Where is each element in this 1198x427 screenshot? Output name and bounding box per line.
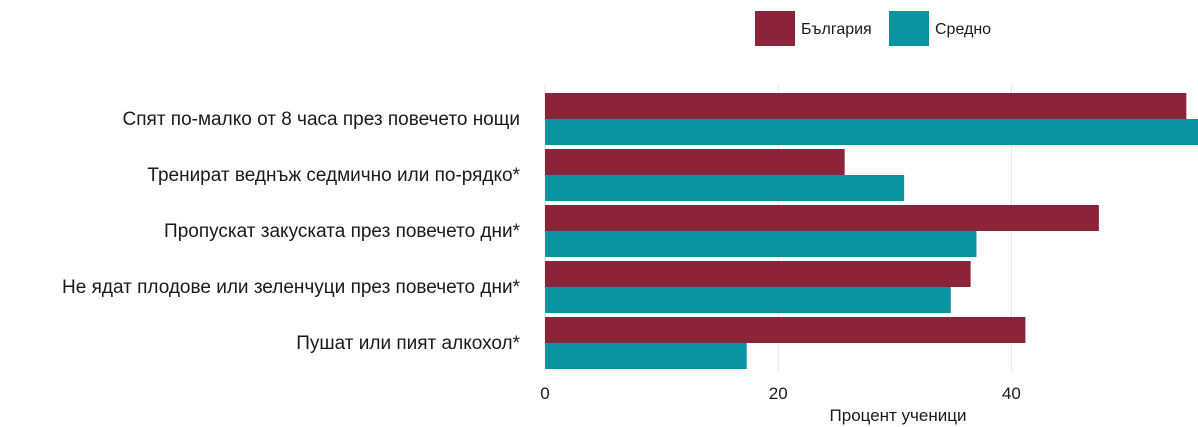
x-tick-label-40: 40: [1002, 384, 1021, 403]
category-label-1: Тренират веднъж седмично или по-рядко*: [147, 165, 520, 186]
legend-label-bulgaria: България: [801, 21, 872, 38]
bar-bulgaria-2: [545, 205, 1099, 231]
bar-average-3: [545, 287, 951, 313]
bar-bulgaria-3: [545, 261, 971, 287]
bar-bulgaria-1: [545, 149, 845, 175]
category-label-2: Пропускат закуската през повечето дни*: [164, 221, 521, 242]
bar-average-1: [545, 175, 905, 201]
legend-swatch-bulgaria: [755, 11, 795, 46]
legend-label-average: Средно: [935, 21, 991, 38]
category-label-4: Пушат или пият алкохол*: [296, 333, 520, 354]
bars: [545, 93, 1198, 369]
bar-average-2: [545, 231, 977, 257]
x-tick-label-20: 20: [769, 384, 788, 403]
category-label-3: Не ядат плодове или зеленчуци през повеч…: [62, 277, 521, 298]
bar-average-4: [545, 343, 747, 369]
x-tick-label-0: 0: [540, 384, 549, 403]
bar-bulgaria-0: [545, 93, 1187, 119]
bar-average-0: [545, 119, 1198, 145]
category-labels: Спят по-малко от 8 часа през повечето но…: [62, 109, 521, 354]
bar-bulgaria-4: [545, 317, 1026, 343]
x-axis-title: Процент ученици: [830, 406, 967, 425]
category-label-0: Спят по-малко от 8 часа през повечето но…: [123, 109, 520, 130]
x-axis-ticks: 0 20 40: [540, 384, 1021, 403]
legend: България Средно: [755, 11, 991, 46]
legend-swatch-average: [889, 11, 929, 46]
